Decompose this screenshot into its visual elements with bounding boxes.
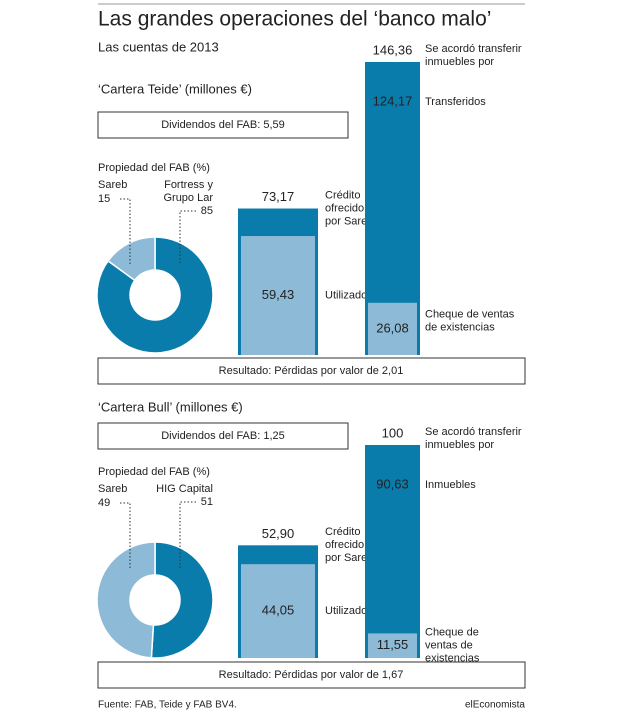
slice-value: 15 — [98, 193, 110, 205]
transfer-label: inmuebles por — [425, 56, 494, 68]
box-label: Dividendos del FAB: — [161, 430, 260, 442]
bar-total-value: 73,17 — [262, 189, 295, 204]
bar-part-value: 59,43 — [262, 287, 295, 302]
cheque-label: Cheque de — [425, 626, 479, 638]
box-value: 1,25 — [260, 430, 284, 442]
transfer-label: Se acordó transferir — [425, 426, 522, 438]
result-box — [97, 661, 526, 689]
ownership-title: Propiedad del FAB (%) — [98, 162, 210, 174]
section-heading: ‘Cartera Teide’ (millones €) — [98, 81, 252, 96]
bar-part-value: 26,08 — [376, 320, 409, 335]
subtitle: Las cuentas de 2013 — [98, 39, 219, 54]
bar-part-value: 44,05 — [262, 603, 295, 618]
box-label: Resultado: Pérdidas por valor de — [219, 365, 379, 377]
used-label: Utilizados — [325, 605, 373, 617]
brand: elEconomista — [465, 700, 525, 711]
bar-part — [241, 564, 315, 658]
transferred-value: 90,63 — [376, 476, 409, 491]
slice-name: Fortress y — [164, 179, 213, 191]
section-heading: ‘Cartera Bull’ (millones €) — [98, 399, 243, 414]
transfer-label: Se acordó transferir — [425, 43, 522, 55]
bar-total-value: 146,36 — [373, 42, 413, 57]
cheque-label: Cheque de ventas — [425, 309, 515, 321]
result-box — [97, 357, 526, 385]
credit-label: por Sareb — [325, 215, 373, 227]
dividend-box — [97, 111, 349, 139]
box-text: Resultado: Pérdidas por valor de 1,67 — [219, 669, 404, 681]
donut-slice — [96, 541, 156, 659]
credit-label: ofrecido — [325, 202, 364, 214]
slice-value: 51 — [201, 496, 213, 508]
box-value: 1,67 — [379, 669, 403, 681]
transferred-value: 124,17 — [373, 93, 413, 108]
box-text: Dividendos del FAB: 5,59 — [161, 119, 285, 131]
bar-total — [365, 445, 420, 658]
title: Las grandes operaciones del ‘banco malo’ — [98, 8, 491, 31]
donut-slice — [96, 236, 214, 354]
bar-total-value: 52,90 — [262, 526, 295, 541]
used-label: Utilizados — [325, 289, 373, 301]
transfer-label: inmuebles por — [425, 439, 494, 451]
box-value: 5,59 — [260, 119, 284, 131]
donut-slice — [107, 236, 156, 282]
donut-slice — [150, 541, 214, 659]
credit-label: por Sareb — [325, 552, 373, 564]
bar-part — [368, 302, 417, 355]
box-text: Resultado: Pérdidas por valor de 2,01 — [219, 365, 404, 377]
slice-name: HIG Capital — [156, 483, 213, 495]
slice-name: Sareb — [98, 483, 127, 495]
transferred-label: Inmuebles — [425, 479, 476, 491]
cheque-label: existencias — [425, 652, 480, 664]
box-text: Dividendos del FAB: 1,25 — [161, 430, 285, 442]
transferred-label: Transferidos — [425, 96, 486, 108]
bar-total-value: 100 — [382, 425, 404, 440]
box-value: 2,01 — [379, 365, 403, 377]
slice-name: Sareb — [98, 179, 127, 191]
slice-value: 85 — [201, 205, 213, 217]
bar-part — [368, 633, 417, 658]
box-label: Resultado: Pérdidas por valor de — [219, 669, 379, 681]
source: Fuente: FAB, Teide y FAB BV4. — [98, 700, 237, 711]
credit-label: ofrecido — [325, 539, 364, 551]
cheque-label: de existencias — [425, 322, 495, 334]
ownership-title: Propiedad del FAB (%) — [98, 466, 210, 478]
box-label: Dividendos del FAB: — [161, 119, 260, 131]
bar-part — [241, 236, 315, 355]
slice-name: Grupo Lar — [163, 192, 213, 204]
slice-value: 49 — [98, 497, 110, 509]
bar-part-value: 11,55 — [377, 637, 409, 652]
leader — [120, 198, 131, 265]
cheque-label: ventas de — [425, 639, 473, 651]
credit-label: Crédito — [325, 526, 360, 538]
credit-label: Crédito — [325, 189, 360, 201]
dividend-box — [97, 422, 349, 450]
